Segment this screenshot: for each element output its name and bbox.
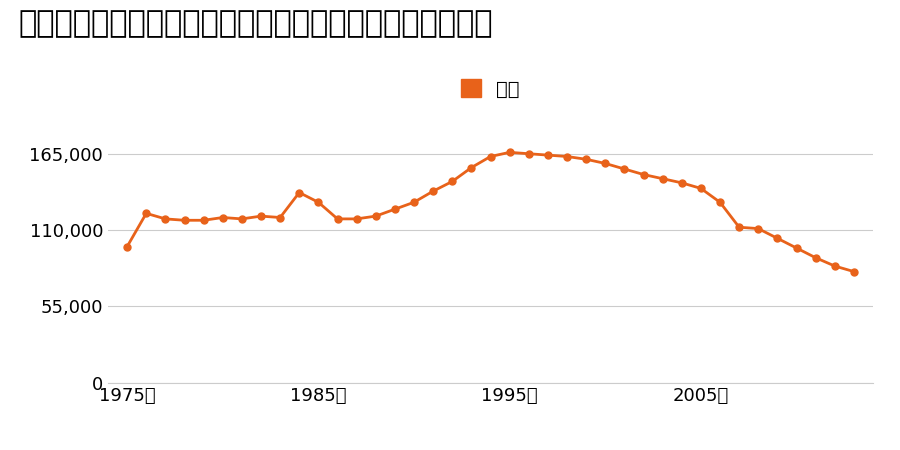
Legend: 価格: 価格 <box>454 72 527 107</box>
Text: 熊本県熊本市大江町本字前田５０番１ほか１筆の地価推移: 熊本県熊本市大江町本字前田５０番１ほか１筆の地価推移 <box>18 9 492 38</box>
